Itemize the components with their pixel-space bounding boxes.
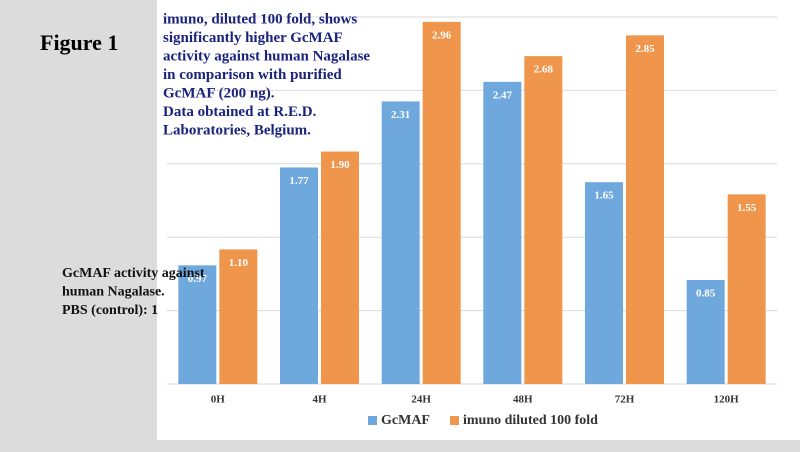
value-label: 2.47 [493, 89, 513, 101]
legend-swatch [368, 416, 377, 425]
bar [381, 101, 420, 384]
annotation: in comparison with purified [163, 67, 342, 83]
value-label: 2.68 [534, 64, 554, 76]
x-tick-label: 48H [513, 394, 533, 406]
value-label: 2.85 [635, 43, 655, 55]
x-tick-label: 4H [312, 394, 327, 406]
bar [727, 194, 766, 384]
figure-label: Figure 1 [40, 30, 118, 55]
bar [321, 151, 359, 384]
value-label: 2.96 [432, 29, 452, 41]
annotation: GcMAF (200 ng). [163, 85, 275, 101]
value-label: 0.85 [696, 288, 716, 300]
annotation: Data obtained at R.E.D. [163, 104, 317, 120]
bar [280, 167, 318, 384]
bar [483, 81, 522, 384]
annotation: significantly higher GcMAF [163, 30, 343, 46]
bar [422, 21, 461, 384]
side-note: human Nagalase. [62, 285, 165, 300]
bar [626, 35, 664, 384]
x-tick-label: 24H [411, 394, 431, 406]
annotation: imuno, diluted 100 fold, shows [163, 11, 357, 27]
legend-label: GcMAF [381, 413, 430, 428]
value-label: 1.10 [229, 257, 249, 269]
annotation: activity against human Nagalase [163, 48, 370, 64]
value-label: 1.77 [289, 175, 309, 187]
bar [178, 265, 217, 384]
value-label: 1.55 [737, 202, 757, 214]
value-label: 1.65 [594, 190, 614, 202]
bar [686, 280, 725, 384]
value-label: 2.31 [391, 109, 410, 121]
legend-swatch [449, 416, 459, 425]
bar [585, 182, 623, 384]
side-note: PBS (control): 1 [62, 303, 158, 318]
side-note: GcMAF activity against [62, 266, 205, 281]
x-tick-label: 120H [714, 394, 740, 406]
annotation: Laboratories, Belgium. [163, 122, 311, 138]
x-tick-label: 72H [615, 394, 635, 406]
legend-label: imuno diluted 100 fold [463, 413, 598, 428]
value-label: 0.97 [188, 273, 208, 285]
bar [219, 249, 258, 384]
value-label: 1.90 [330, 159, 350, 171]
x-tick-label: 0H [211, 394, 226, 406]
bar [524, 56, 563, 384]
